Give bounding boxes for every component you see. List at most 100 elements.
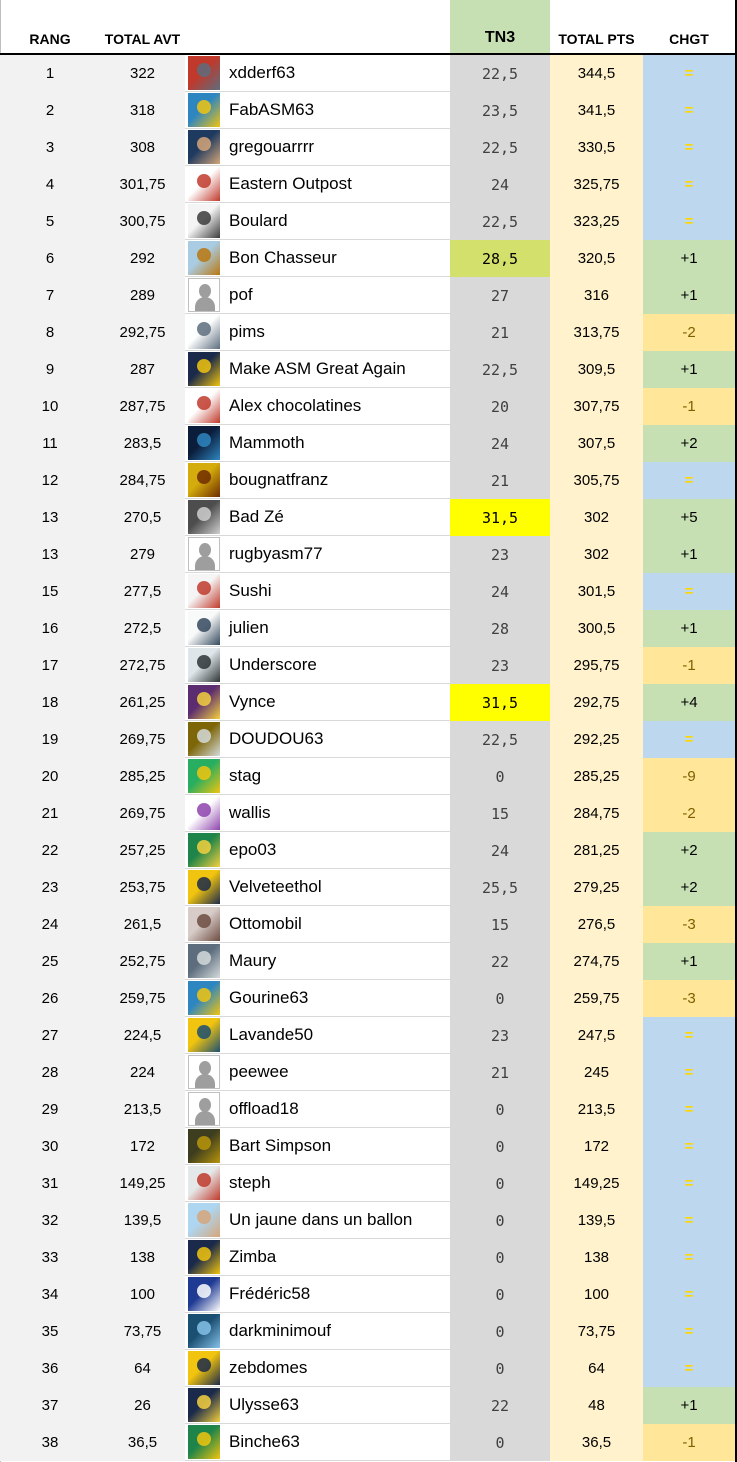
tn3-score-cell: 25,5 [450,869,550,906]
player-cell[interactable]: Binche63 [185,1424,450,1461]
player-cell[interactable]: gregouarrrr [185,129,450,166]
player-cell[interactable]: Frédéric58 [185,1276,450,1313]
player-cell[interactable]: Velveteethol [185,869,450,906]
player-cell[interactable]: Zimba [185,1239,450,1276]
avatar-photo-icon [188,463,220,497]
player-cell[interactable]: Maury [185,943,450,980]
player-cell[interactable]: offload18 [185,1091,450,1128]
change-cell: +1 [643,536,735,573]
total-pts-cell: 300,5 [550,610,643,647]
player-cell[interactable]: Gourine63 [185,980,450,1017]
player-cell[interactable]: xdderf63 [185,55,450,92]
total-avt-cell: 272,5 [100,610,185,647]
total-pts-cell: 245 [550,1054,643,1091]
total-avt-cell: 73,75 [100,1313,185,1350]
avatar-logo-icon [188,1277,220,1311]
rank-cell: 16 [0,610,100,647]
player-cell[interactable]: Underscore [185,647,450,684]
table-row: 12 284,75 bougnatfranz 21 305,75 = [0,462,737,499]
table-header: RANG TOTAL AVT TN3 TOTAL PTS CHGT [0,0,737,55]
avatar-logo-icon [188,1240,220,1274]
player-cell[interactable]: bougnatfranz [185,462,450,499]
player-cell[interactable]: Ottomobil [185,906,450,943]
player-cell[interactable]: Sushi [185,573,450,610]
tn3-score-cell: 0 [450,1202,550,1239]
player-cell[interactable]: Bad Zé [185,499,450,536]
total-pts-cell: 344,5 [550,55,643,92]
rank-cell: 1 [0,55,100,92]
player-cell[interactable]: steph [185,1165,450,1202]
change-cell: +2 [643,425,735,462]
player-cell[interactable]: Lavande50 [185,1017,450,1054]
total-pts-cell: 323,25 [550,203,643,240]
total-pts-cell: 281,25 [550,832,643,869]
player-cell[interactable]: Make ASM Great Again [185,351,450,388]
change-cell: = [643,1239,735,1276]
player-cell[interactable]: Un jaune dans un ballon [185,1202,450,1239]
player-cell[interactable]: DOUDOU63 [185,721,450,758]
player-cell[interactable]: Eastern Outpost [185,166,450,203]
tn3-score-cell: 27 [450,277,550,314]
avatar-photo-icon [188,1351,220,1385]
rank-cell: 38 [0,1424,100,1461]
rank-cell: 37 [0,1387,100,1424]
table-row: 33 138 Zimba 0 138 = [0,1239,737,1276]
table-row: 16 272,5 julien 28 300,5 +1 [0,610,737,647]
player-cell[interactable]: Mammoth [185,425,450,462]
player-cell[interactable]: darkminimouf [185,1313,450,1350]
player-name: zebdomes [229,1358,308,1377]
total-pts-cell: 341,5 [550,92,643,129]
player-cell[interactable]: Alex chocolatines [185,388,450,425]
player-name: Ulysse63 [229,1395,299,1414]
rank-cell: 17 [0,647,100,684]
tn3-score-cell: 24 [450,832,550,869]
player-cell[interactable]: julien [185,610,450,647]
player-cell[interactable]: Vynce [185,684,450,721]
table-row: 6 292 Bon Chasseur 28,5 320,5 +1 [0,240,737,277]
total-pts-cell: 138 [550,1239,643,1276]
player-name: Make ASM Great Again [229,359,406,378]
change-cell: = [643,203,735,240]
change-cell: -3 [643,906,735,943]
rank-cell: 2 [0,92,100,129]
tn3-score-cell: 23 [450,1017,550,1054]
avatar-logo-icon [188,389,220,423]
player-cell[interactable]: peewee [185,1054,450,1091]
player-name: epo03 [229,840,277,859]
change-cell: -3 [643,980,735,1017]
player-cell[interactable]: FabASM63 [185,92,450,129]
tn3-score-cell: 22,5 [450,129,550,166]
rank-cell: 11 [0,425,100,462]
player-cell[interactable]: Bart Simpson [185,1128,450,1165]
table-row: 30 172 Bart Simpson 0 172 = [0,1128,737,1165]
table-row: 25 252,75 Maury 22 274,75 +1 [0,943,737,980]
table-row: 17 272,75 Underscore 23 295,75 -1 [0,647,737,684]
player-cell[interactable]: Bon Chasseur [185,240,450,277]
player-cell[interactable]: stag [185,758,450,795]
total-pts-cell: 301,5 [550,573,643,610]
player-cell[interactable]: Boulard [185,203,450,240]
avatar-photo-icon [188,352,220,386]
player-cell[interactable]: rugbyasm77 [185,536,450,573]
player-cell[interactable]: wallis [185,795,450,832]
player-cell[interactable]: zebdomes [185,1350,450,1387]
total-avt-cell: 289 [100,277,185,314]
default-avatar-icon [188,537,220,571]
total-avt-cell: 284,75 [100,462,185,499]
player-cell[interactable]: pof [185,277,450,314]
tn3-score-cell: 22 [450,1387,550,1424]
tn3-score-cell: 24 [450,166,550,203]
total-avt-cell: 308 [100,129,185,166]
player-name: Sushi [229,581,272,600]
change-cell: = [643,462,735,499]
player-name: pof [229,285,253,304]
tn3-score-cell: 21 [450,462,550,499]
player-name: Binche63 [229,1432,300,1451]
player-cell[interactable]: epo03 [185,832,450,869]
tn3-score-cell: 0 [450,1276,550,1313]
player-cell[interactable]: Ulysse63 [185,1387,450,1424]
total-avt-cell: 269,75 [100,795,185,832]
total-avt-cell: 283,5 [100,425,185,462]
player-cell[interactable]: pims [185,314,450,351]
rank-cell: 33 [0,1239,100,1276]
